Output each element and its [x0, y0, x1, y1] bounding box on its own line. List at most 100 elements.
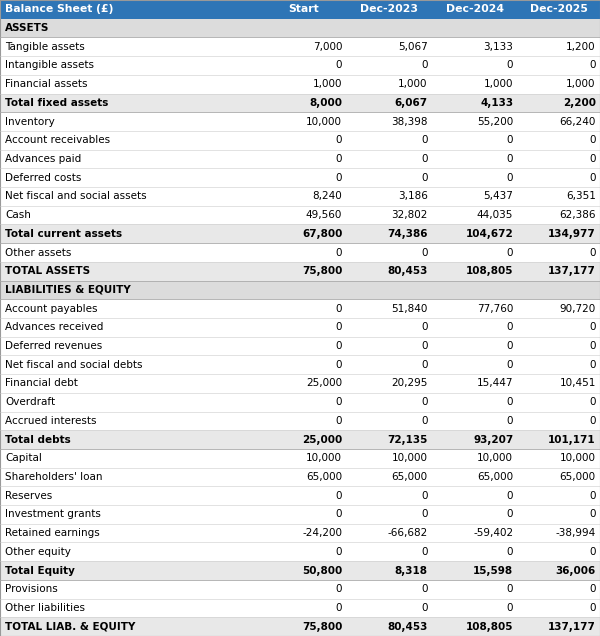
- Text: 6,351: 6,351: [566, 191, 596, 202]
- Text: 32,802: 32,802: [391, 210, 428, 220]
- Text: 80,453: 80,453: [388, 621, 428, 632]
- Text: 0: 0: [589, 154, 596, 164]
- Text: Provisions: Provisions: [5, 584, 58, 594]
- Text: 75,800: 75,800: [302, 266, 342, 276]
- Text: 0: 0: [336, 397, 342, 407]
- Bar: [0, 393, 600, 411]
- Text: Overdraft: Overdraft: [5, 397, 56, 407]
- Bar: [0, 187, 600, 206]
- Text: 104,672: 104,672: [466, 229, 513, 239]
- Text: 0: 0: [336, 60, 342, 71]
- Text: Account receivables: Account receivables: [5, 135, 110, 145]
- Text: 10,451: 10,451: [559, 378, 596, 389]
- Text: 0: 0: [421, 491, 428, 501]
- Text: Deferred revenues: Deferred revenues: [5, 341, 103, 351]
- Text: 4,133: 4,133: [480, 98, 513, 108]
- Text: 0: 0: [507, 509, 513, 520]
- Text: 0: 0: [421, 584, 428, 594]
- Bar: [0, 543, 600, 561]
- Text: 38,398: 38,398: [391, 116, 428, 127]
- Text: 65,000: 65,000: [560, 472, 596, 482]
- Text: 0: 0: [589, 173, 596, 183]
- Text: 0: 0: [589, 547, 596, 557]
- Text: 0: 0: [507, 247, 513, 258]
- Bar: [0, 467, 600, 487]
- Text: 108,805: 108,805: [466, 621, 513, 632]
- Text: 0: 0: [507, 360, 513, 370]
- Text: Net fiscal and social debts: Net fiscal and social debts: [5, 360, 143, 370]
- Text: 65,000: 65,000: [477, 472, 513, 482]
- Text: 66,240: 66,240: [559, 116, 596, 127]
- Text: 67,800: 67,800: [302, 229, 342, 239]
- Bar: [0, 618, 600, 636]
- Text: 0: 0: [589, 603, 596, 613]
- Text: Retained earnings: Retained earnings: [5, 528, 100, 538]
- Text: 0: 0: [336, 360, 342, 370]
- Text: 65,000: 65,000: [306, 472, 342, 482]
- Text: 5,067: 5,067: [398, 42, 428, 52]
- Text: 7,000: 7,000: [313, 42, 342, 52]
- Text: 0: 0: [507, 491, 513, 501]
- Text: 0: 0: [336, 303, 342, 314]
- Text: -59,402: -59,402: [473, 528, 513, 538]
- Text: 0: 0: [507, 603, 513, 613]
- Bar: [0, 374, 600, 393]
- Text: 5,437: 5,437: [484, 191, 513, 202]
- Text: 108,805: 108,805: [466, 266, 513, 276]
- Text: 72,135: 72,135: [388, 434, 428, 445]
- Bar: [0, 524, 600, 543]
- Text: 15,598: 15,598: [473, 565, 513, 576]
- Bar: [0, 300, 600, 318]
- Text: Financial assets: Financial assets: [5, 79, 88, 89]
- Bar: [0, 336, 600, 356]
- Text: 3,133: 3,133: [484, 42, 513, 52]
- Text: 10,000: 10,000: [478, 453, 513, 463]
- Text: Inventory: Inventory: [5, 116, 55, 127]
- Text: 134,977: 134,977: [548, 229, 596, 239]
- Text: 8,000: 8,000: [310, 98, 342, 108]
- Text: Account payables: Account payables: [5, 303, 98, 314]
- Text: 0: 0: [589, 360, 596, 370]
- Text: 0: 0: [589, 341, 596, 351]
- Text: Investment grants: Investment grants: [5, 509, 101, 520]
- Text: Deferred costs: Deferred costs: [5, 173, 82, 183]
- Text: 0: 0: [336, 173, 342, 183]
- Text: 65,000: 65,000: [392, 472, 428, 482]
- Text: Reserves: Reserves: [5, 491, 53, 501]
- Text: Advances paid: Advances paid: [5, 154, 82, 164]
- Bar: [0, 18, 600, 38]
- Text: 0: 0: [507, 154, 513, 164]
- Text: 10,000: 10,000: [392, 453, 428, 463]
- Text: Balance Sheet (£): Balance Sheet (£): [5, 4, 114, 15]
- Text: 90,720: 90,720: [560, 303, 596, 314]
- Text: Other equity: Other equity: [5, 547, 71, 557]
- Bar: [0, 131, 600, 149]
- Text: 8,318: 8,318: [395, 565, 428, 576]
- Text: TOTAL ASSETS: TOTAL ASSETS: [5, 266, 91, 276]
- Text: Dec-2025: Dec-2025: [530, 4, 587, 15]
- Text: 44,035: 44,035: [477, 210, 513, 220]
- Text: 51,840: 51,840: [391, 303, 428, 314]
- Text: 0: 0: [589, 247, 596, 258]
- Text: 0: 0: [589, 135, 596, 145]
- Text: 49,560: 49,560: [306, 210, 342, 220]
- Text: Total Equity: Total Equity: [5, 565, 75, 576]
- Text: 80,453: 80,453: [388, 266, 428, 276]
- Text: 74,386: 74,386: [388, 229, 428, 239]
- Text: 0: 0: [589, 322, 596, 333]
- Text: 0: 0: [336, 509, 342, 520]
- Bar: [0, 487, 600, 505]
- Bar: [0, 318, 600, 336]
- Text: 1,000: 1,000: [484, 79, 513, 89]
- Text: 0: 0: [507, 135, 513, 145]
- Text: -38,994: -38,994: [556, 528, 596, 538]
- Text: 0: 0: [336, 547, 342, 557]
- Text: 0: 0: [421, 397, 428, 407]
- Text: 0: 0: [421, 341, 428, 351]
- Text: 0: 0: [421, 416, 428, 426]
- Bar: [0, 356, 600, 374]
- Text: 62,386: 62,386: [559, 210, 596, 220]
- Text: 15,447: 15,447: [477, 378, 513, 389]
- Text: Start: Start: [289, 4, 319, 15]
- Text: 0: 0: [507, 547, 513, 557]
